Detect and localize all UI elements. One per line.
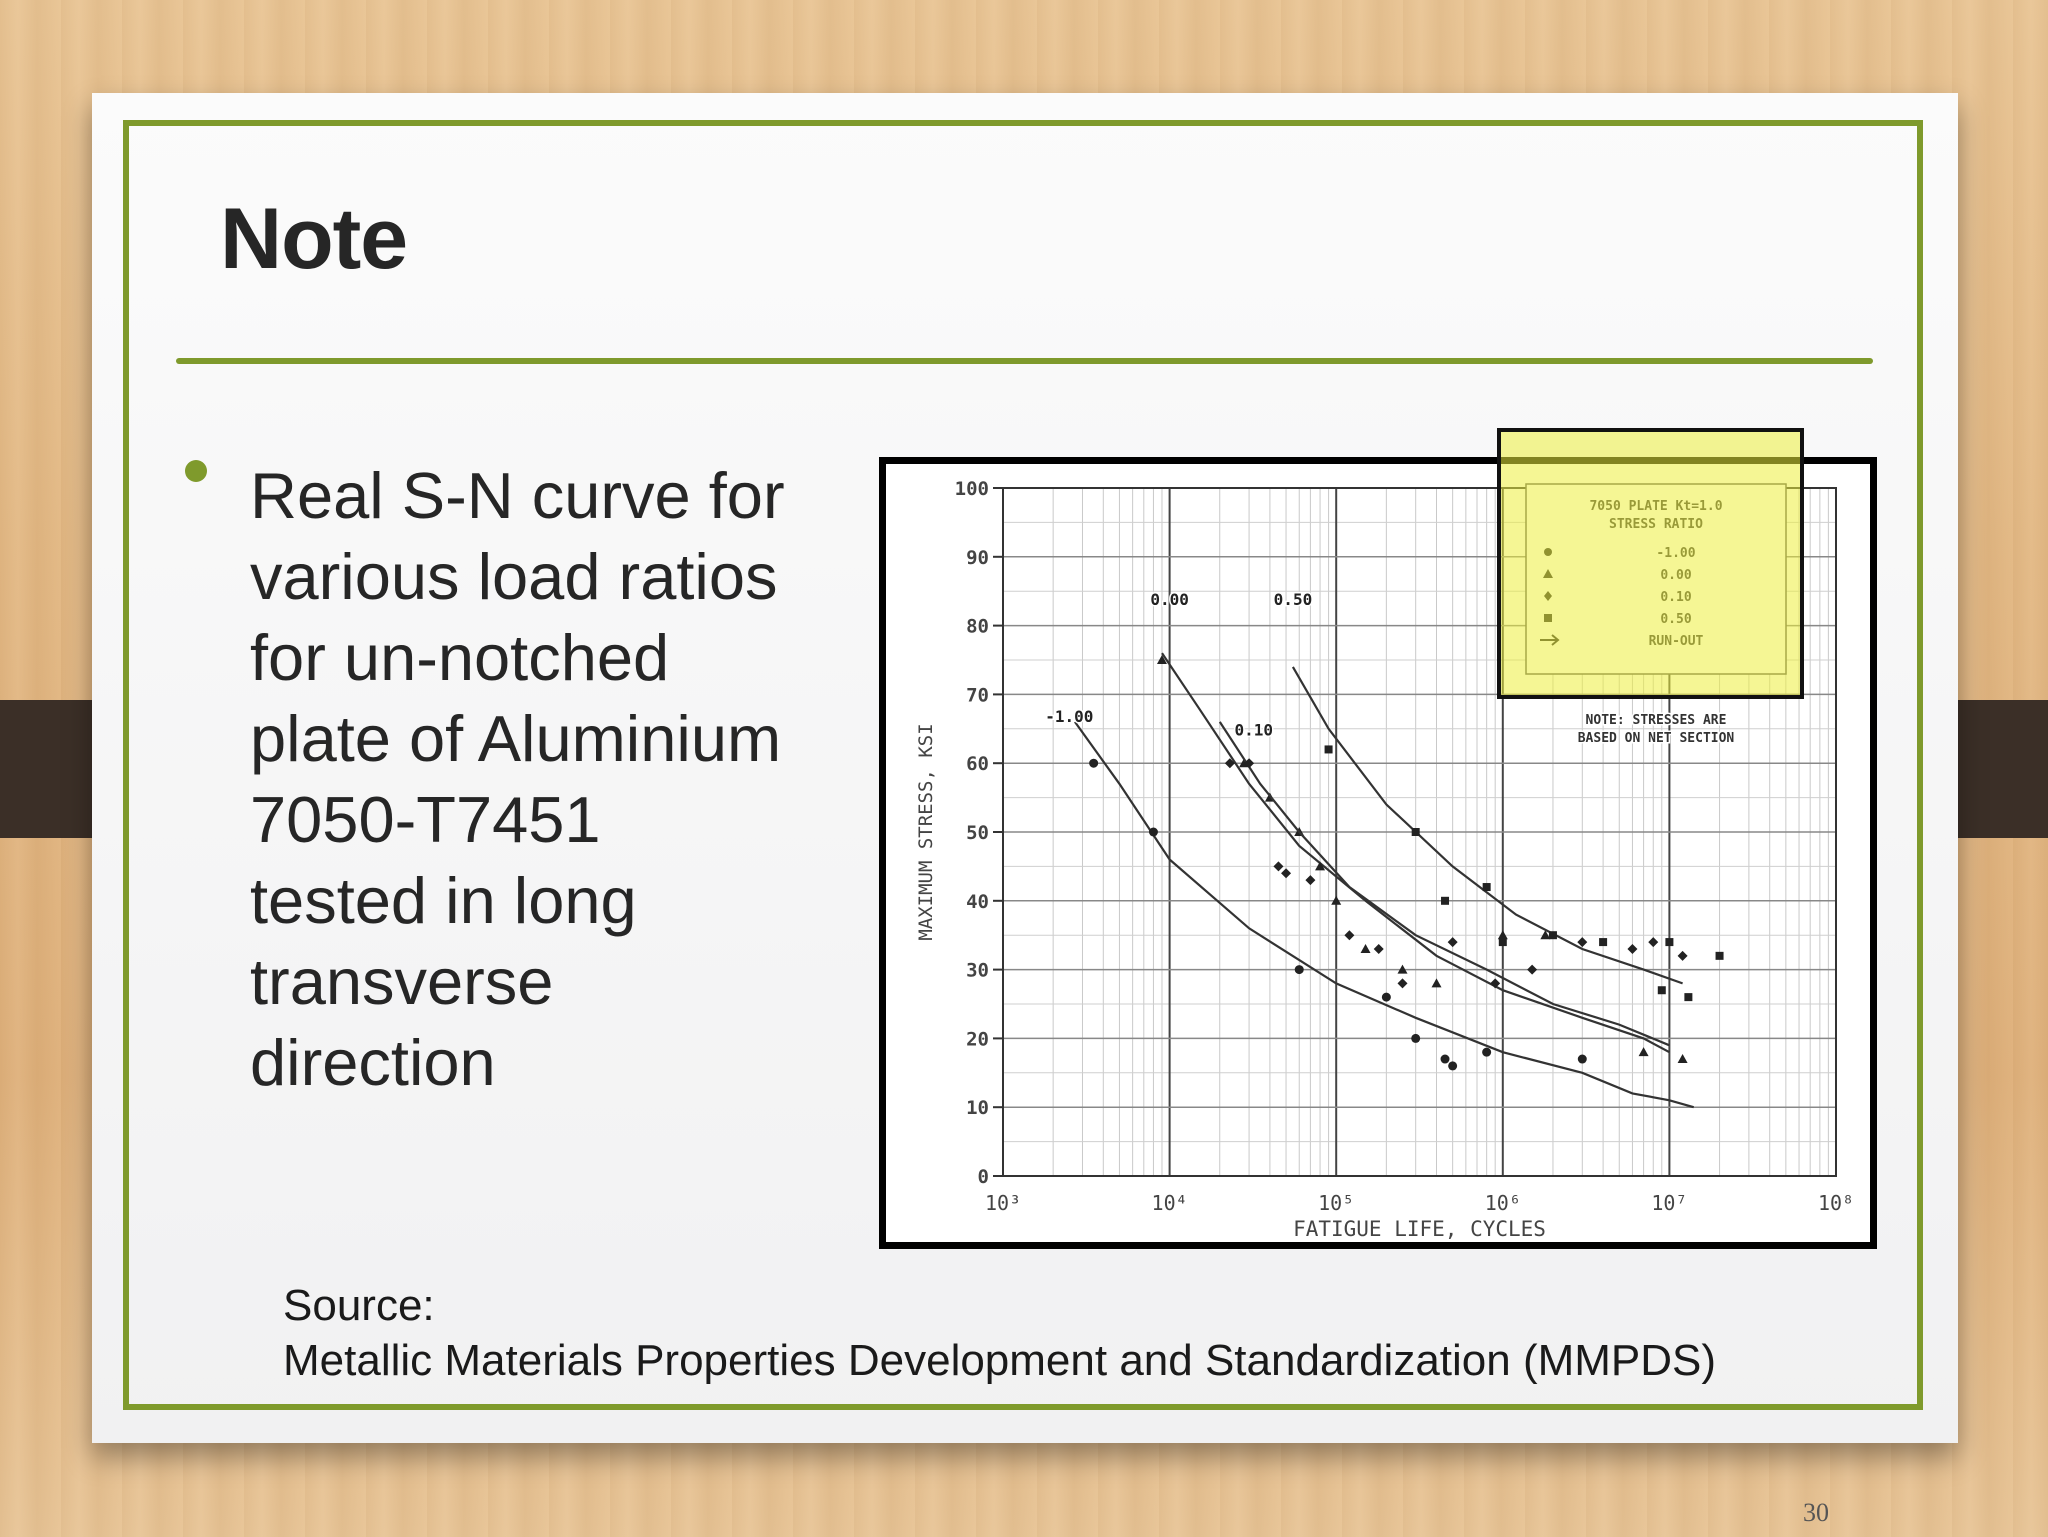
bullet-line: for un-notched [250,621,670,694]
data-point [1089,758,1099,768]
data-point [1440,1054,1450,1064]
data-point [1294,965,1304,975]
data-point [1482,883,1491,892]
data-point [1441,896,1450,905]
bullet-line: plate of Aluminium [250,702,782,775]
curve-label: -1.00 [1045,707,1093,726]
legend-highlight [1497,428,1804,699]
data-point [1540,930,1551,940]
bullet-line: various load ratios [250,540,778,613]
data-point [1224,758,1235,769]
data-point [1448,1061,1458,1071]
data-point [1599,938,1608,947]
data-point [1156,655,1167,664]
bullet-line: 7050-T7451 [250,783,601,856]
x-axis-label: FATIGUE LIFE, CYCLES [1293,1217,1546,1241]
y-tick-label: 90 [966,547,989,569]
x-tick-label: 10⁶ [1485,1191,1521,1215]
data-point [1360,943,1371,953]
data-point [1548,931,1557,940]
data-point [1411,1033,1421,1043]
data-point [1677,950,1688,961]
data-point [1324,745,1333,754]
sn-curve [1161,652,1670,1054]
x-tick-label: 10⁴ [1152,1191,1188,1215]
data-point [1482,1047,1492,1057]
y-tick-label: 100 [955,478,989,500]
y-tick-label: 0 [978,1166,989,1188]
data-point [1381,992,1391,1002]
data-point [1344,930,1355,941]
source-citation: Source: Metallic Materials Properties De… [283,1278,1716,1388]
data-point [1498,938,1507,947]
title-divider [176,358,1873,364]
data-point [1497,930,1508,940]
y-tick-label: 40 [966,891,989,913]
plot-border [1002,487,1837,1177]
data-point [1431,978,1442,988]
x-tick-label: 10⁵ [1318,1191,1354,1215]
x-tick-label: 10³ [985,1191,1021,1215]
source-text: Metallic Materials Properties Developmen… [283,1336,1717,1385]
data-point [1638,1047,1649,1057]
y-tick-label: 10 [966,1097,989,1119]
chart-note: BASED ON NET SECTION [1578,731,1735,746]
chart-note: NOTE: STRESSES ARE [1586,713,1727,728]
data-point [1148,827,1158,837]
data-point [1244,758,1255,769]
curve-label: 0.50 [1274,590,1313,609]
y-tick-label: 60 [966,753,989,775]
data-point [1397,978,1408,989]
data-point [1331,895,1342,905]
slide-title: Note [220,191,408,287]
y-tick-label: 70 [966,684,989,706]
curve-label: 0.00 [1150,590,1189,609]
bullet-line: tested in long [250,864,637,937]
y-tick-label: 30 [966,960,989,982]
data-point [1305,875,1316,886]
page-number: 30 [1803,1498,1829,1527]
y-axis-label: MAXIMUM STRESS, KSI [915,723,937,940]
data-point [1447,937,1458,948]
data-point [1527,964,1538,975]
source-label: Source: [283,1281,435,1330]
bullet-line: Real S-N curve for [250,459,785,532]
data-point [1577,1054,1587,1064]
x-tick-label: 10⁸ [1818,1191,1854,1215]
x-tick-label: 10⁷ [1651,1191,1687,1215]
y-tick-label: 20 [966,1028,989,1050]
data-point [1677,1054,1688,1064]
data-point [1411,828,1420,836]
data-point [1281,868,1292,879]
y-tick-label: 50 [966,822,989,844]
slide-frame [123,120,1923,1410]
bullet-line: transverse [250,945,554,1018]
data-point [1273,861,1284,872]
data-point [1577,937,1588,948]
data-point [1648,937,1659,948]
bullet-icon [185,460,207,482]
data-point [1665,938,1674,947]
bullet-text: Real S-N curve for various load ratios f… [250,455,850,1103]
sn-curve [1218,721,1670,1047]
data-point [1373,943,1384,954]
data-point [1684,993,1693,1002]
bullet-line: direction [250,1026,496,1099]
data-point [1490,978,1501,989]
data-point [1627,943,1638,954]
data-point [1315,861,1326,871]
y-tick-label: 80 [966,616,989,638]
data-point [1715,951,1724,960]
data-point [1657,986,1666,995]
data-point [1397,964,1408,974]
curve-label: 0.10 [1234,721,1273,740]
